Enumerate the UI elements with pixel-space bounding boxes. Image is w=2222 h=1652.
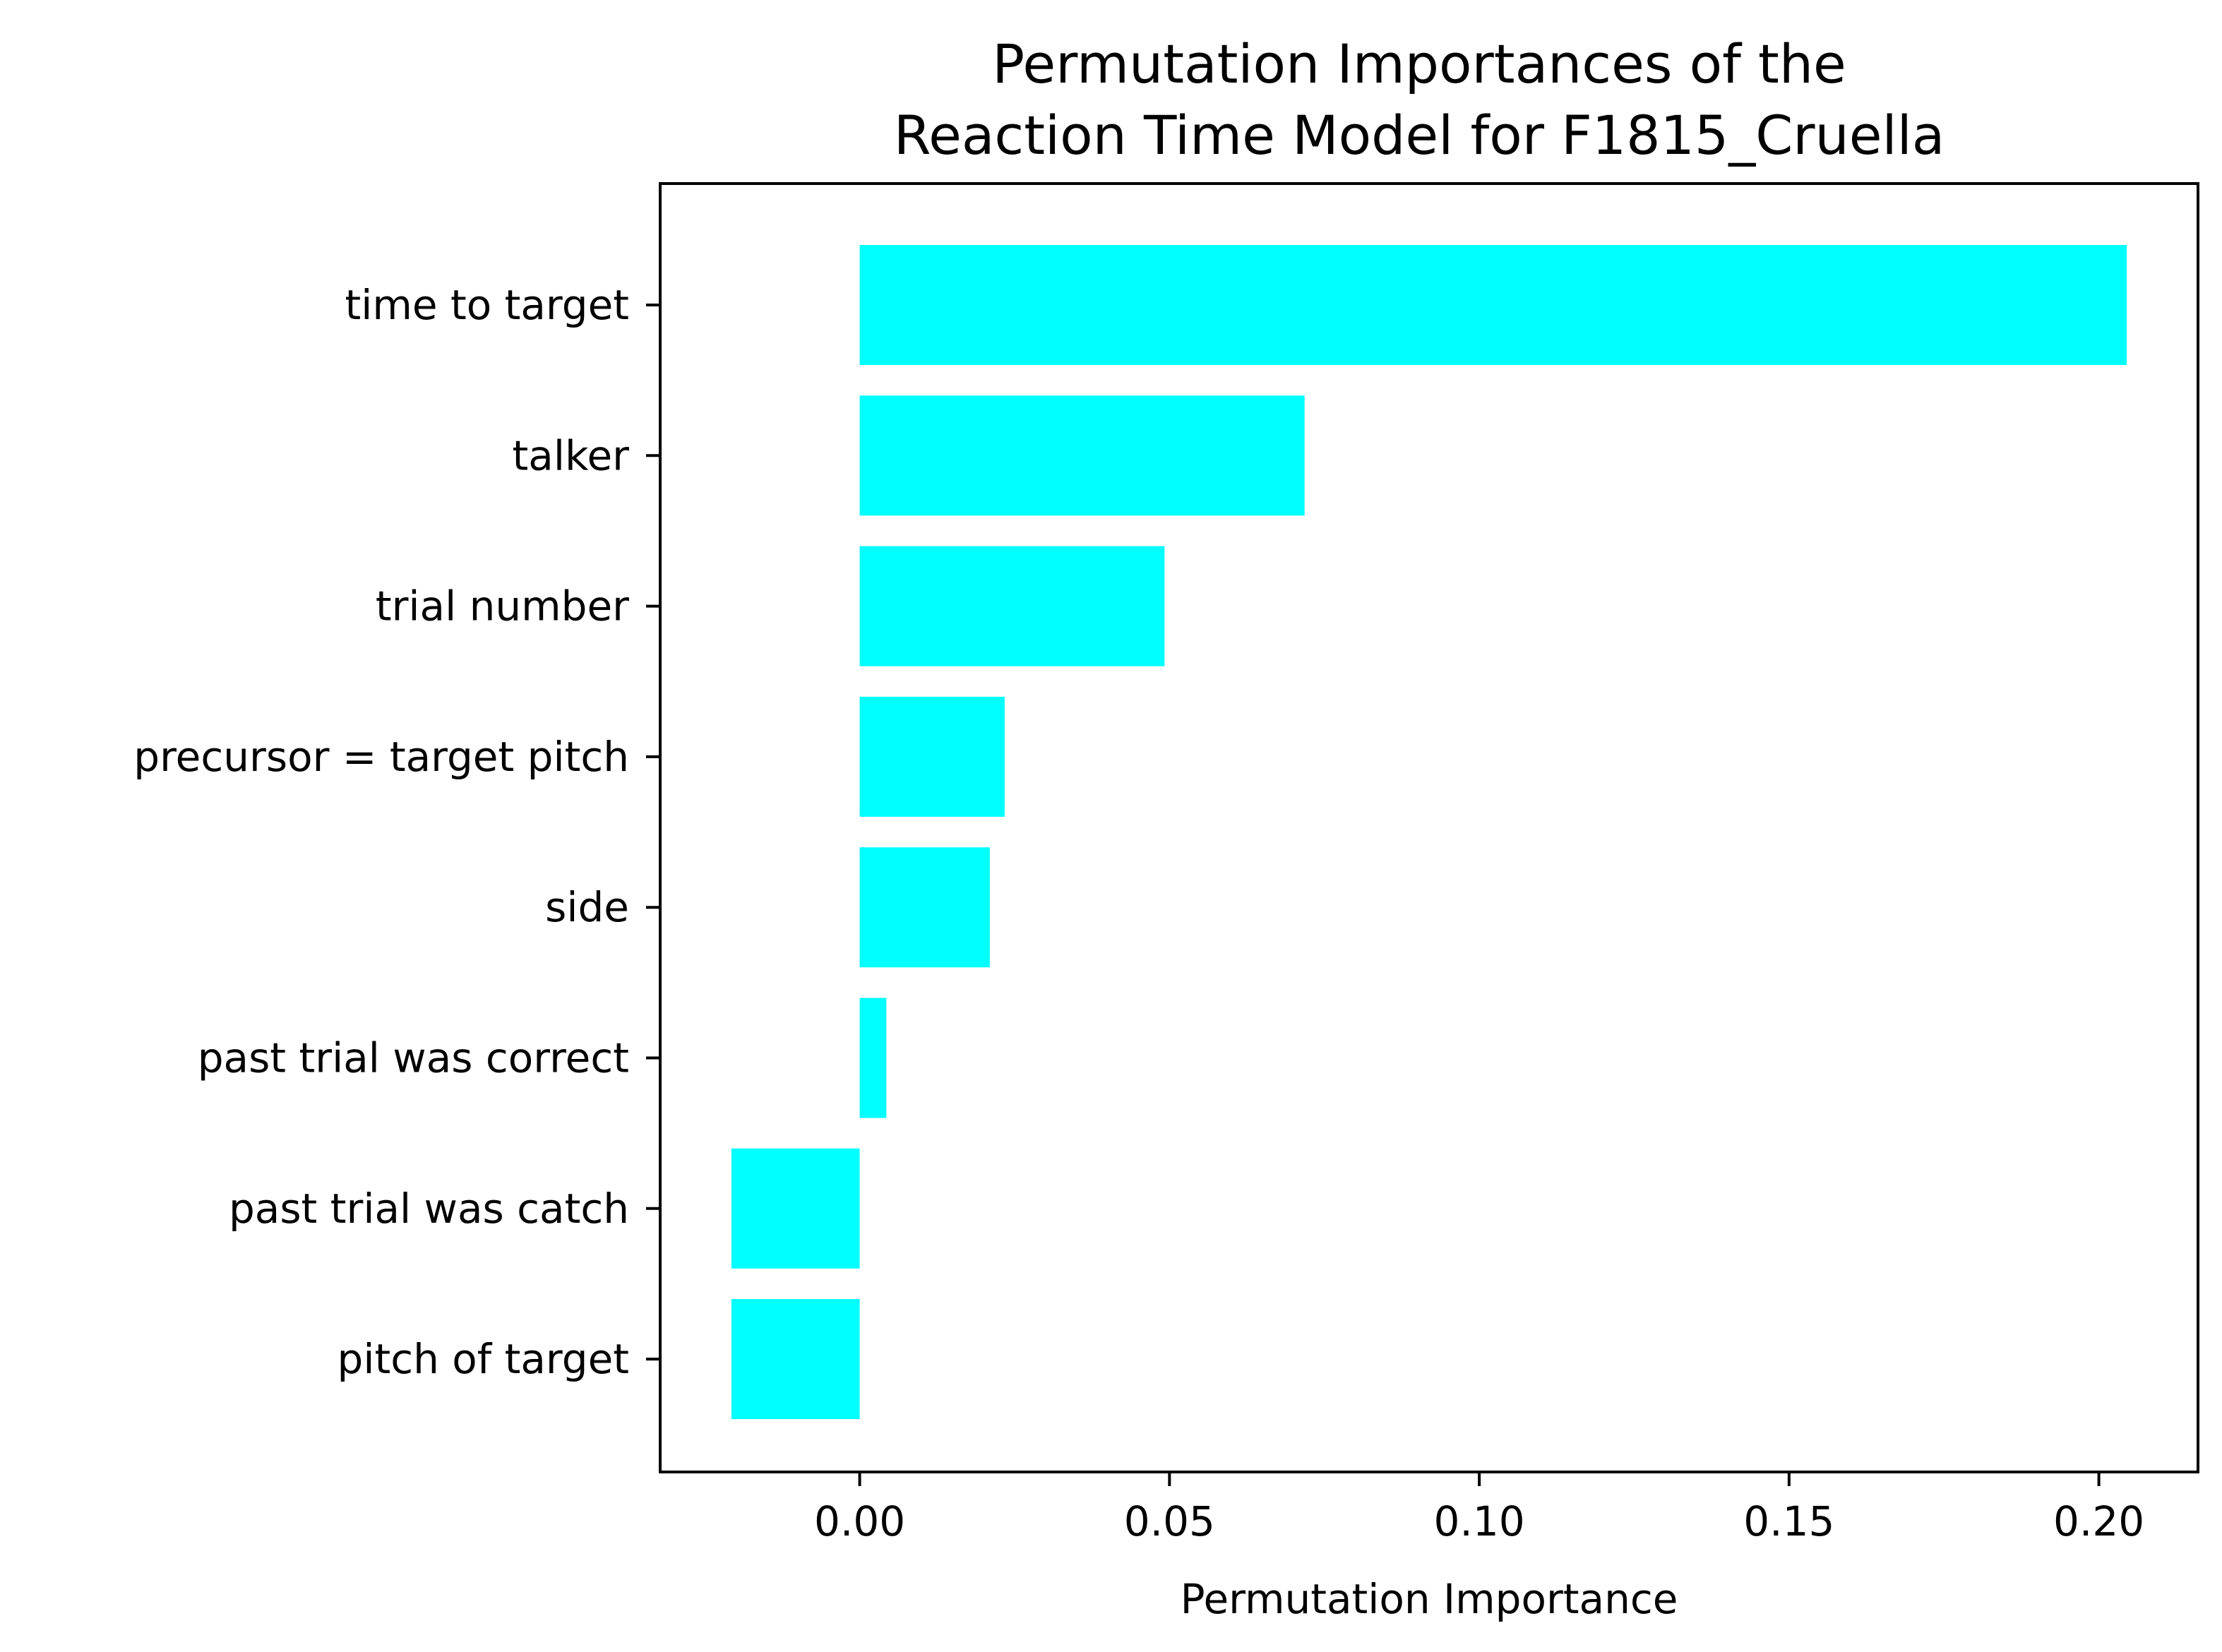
chart-title-line-1: Permutation Importances of the (992, 32, 1846, 95)
bar-1 (859, 395, 1305, 516)
bar-2 (859, 546, 1165, 666)
x-tick-label-4: 0.20 (2053, 1497, 2144, 1545)
y-tick-label-6: past trial was catch (229, 1185, 629, 1233)
plot-frame (659, 182, 2199, 1473)
y-tick-label-5: past trial was correct (198, 1034, 629, 1082)
x-axis-label: Permutation Importance (1181, 1575, 1678, 1623)
bars-group (731, 245, 2127, 1420)
y-tick-label-3: precursor = target pitch (133, 733, 629, 781)
bar-4 (859, 847, 990, 968)
x-tick-label-0: 0.00 (814, 1497, 905, 1545)
y-axis-ticks: time to target talker trial number precurso… (133, 281, 660, 1383)
bar-5 (859, 998, 887, 1118)
y-tick-label-7: pitch of target (338, 1335, 629, 1383)
x-tick-label-1: 0.05 (1124, 1497, 1215, 1545)
y-tick-label-1: talker (513, 431, 630, 479)
chart-title-line-2: Reaction Time Model for F1815_Cruella (894, 104, 1945, 167)
bar-3 (859, 696, 1005, 817)
y-tick-label-2: trial number (376, 582, 629, 630)
y-tick-label-0: time to target (345, 281, 630, 329)
x-tick-label-2: 0.10 (1434, 1497, 1525, 1545)
x-axis-ticks: 0.00 0.05 0.10 0.15 0.20 (814, 1472, 2144, 1545)
bar-0 (859, 245, 2127, 365)
x-tick-label-3: 0.15 (1743, 1497, 1834, 1545)
bar-6 (731, 1148, 860, 1269)
y-tick-label-4: side (545, 883, 629, 931)
bar-7 (731, 1299, 860, 1420)
